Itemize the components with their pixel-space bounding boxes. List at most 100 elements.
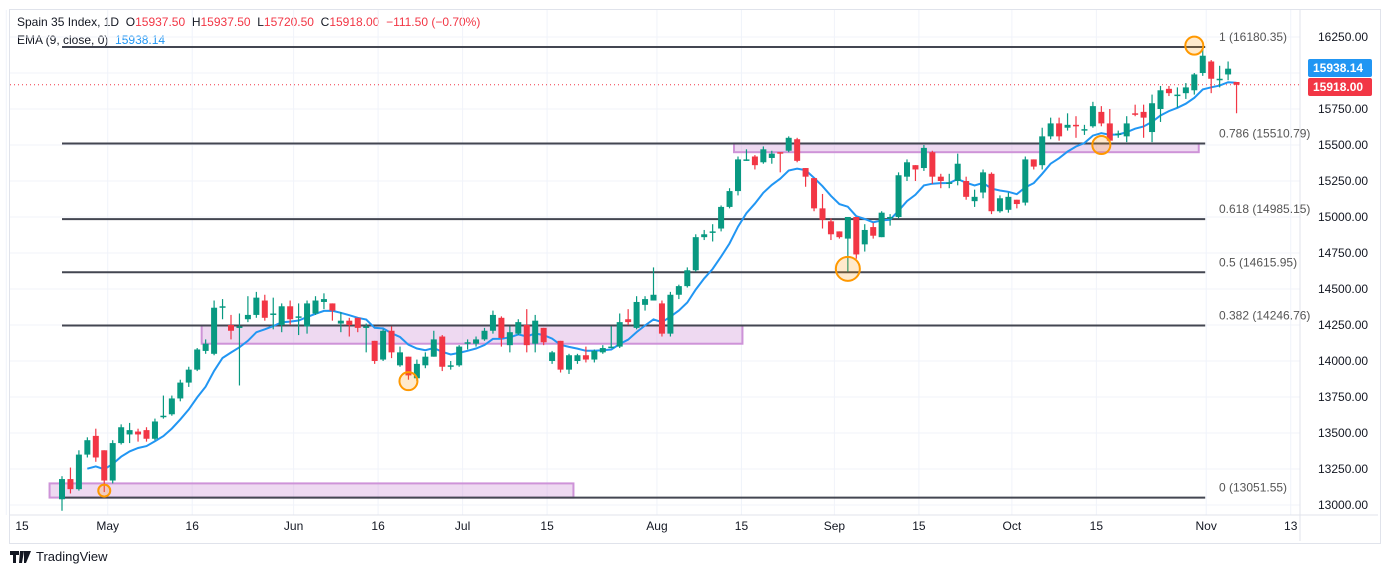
candle [692, 234, 699, 272]
low-value: 15720.50 [263, 15, 314, 29]
candle [870, 222, 877, 239]
candle-body [101, 450, 108, 481]
time-axis-label: 16 [186, 519, 200, 533]
candle-body [135, 431, 142, 435]
candle [785, 136, 792, 153]
price-axis-label: 13250.00 [1318, 462, 1368, 476]
ema-price-tag: 15938.14 [1313, 61, 1363, 75]
time-axis-label: 16 [371, 519, 385, 533]
price-axis-label: 14000.00 [1318, 354, 1368, 368]
candle-body [1182, 87, 1189, 94]
chart-frame [9, 9, 1381, 544]
candle-body [1106, 123, 1113, 141]
candle-body [836, 231, 843, 238]
candle [946, 173, 953, 189]
candle [447, 361, 454, 370]
candle-body [380, 330, 387, 360]
candle-body [439, 336, 446, 367]
low-label: L [257, 15, 264, 29]
candle-body [751, 156, 758, 166]
candle [1115, 130, 1122, 138]
candle-body [920, 147, 927, 169]
candle-body [1191, 74, 1198, 91]
time-axis-label: Jul [455, 519, 470, 533]
candle [523, 309, 530, 353]
change-value: −111.50 (−0.70%) [386, 15, 481, 29]
candle-body [228, 325, 234, 331]
candle [304, 300, 311, 334]
candle-body [1022, 159, 1029, 203]
candle [219, 299, 226, 320]
candle [819, 193, 826, 229]
candle-body [489, 314, 496, 331]
candle-body [616, 322, 623, 347]
candle-body [1098, 111, 1105, 124]
highlight-circle [97, 483, 112, 498]
candle-body [870, 227, 877, 236]
candle [743, 149, 750, 161]
candle [768, 150, 775, 164]
time-axis-label: Aug [646, 519, 667, 533]
candle [1165, 85, 1172, 97]
candle-body [963, 181, 970, 197]
candle-body [1233, 82, 1240, 85]
candle [506, 326, 513, 353]
candle-body [1199, 55, 1206, 73]
price-axis-label: 15750.00 [1318, 102, 1368, 116]
candle [473, 336, 480, 347]
candle [228, 314, 234, 340]
candle-body [675, 286, 682, 295]
open-value: 15937.50 [135, 15, 186, 29]
candle-body [1073, 124, 1079, 127]
highlight-circle [1184, 35, 1205, 56]
tradingview-logo[interactable]: TradingView [10, 549, 108, 564]
candle [912, 165, 919, 181]
candle [1216, 65, 1223, 88]
candle-body [692, 237, 699, 271]
candle [1089, 101, 1096, 128]
candle-body [625, 319, 632, 323]
time-axis-label: Sep [824, 519, 846, 533]
last-price-tag-bg [1308, 78, 1372, 96]
highlight-circle [834, 255, 861, 282]
candle-body [337, 320, 344, 324]
candle [954, 153, 961, 186]
candle-body [794, 139, 801, 161]
candle-body [785, 137, 792, 151]
candle-body [1115, 133, 1122, 135]
candle-body [1216, 78, 1223, 81]
time-axis-label: 15 [1090, 519, 1104, 533]
candle [667, 291, 674, 337]
candle-body [599, 348, 606, 353]
candle [1047, 117, 1054, 140]
candle [430, 330, 437, 357]
candle-body [67, 479, 74, 490]
candle [996, 195, 1003, 213]
candle-body [954, 163, 961, 181]
candle-body [59, 479, 65, 500]
candle-body [1123, 123, 1130, 137]
candle-body [346, 320, 353, 325]
candle-body [777, 152, 784, 154]
candle [853, 217, 860, 259]
candle-body [1030, 159, 1037, 167]
high-label: H [191, 15, 201, 29]
candle-body [658, 303, 665, 334]
candle-body [219, 306, 226, 308]
candle-body [312, 300, 319, 314]
candle [287, 300, 294, 325]
candle [1013, 199, 1020, 209]
candle-body [397, 352, 403, 366]
price-axis-label: 14750.00 [1318, 246, 1368, 260]
candle-body [270, 313, 277, 315]
candle [718, 205, 725, 232]
open-label: O [125, 15, 136, 29]
candle-body [667, 294, 674, 334]
symbol-title[interactable]: Spain 35 Index, 1D [17, 15, 120, 29]
candle-body [1056, 123, 1063, 137]
candle [1140, 104, 1147, 138]
candle-body [1149, 103, 1156, 133]
ema-price-tag-bg [1308, 59, 1372, 77]
candle-body [904, 162, 910, 177]
